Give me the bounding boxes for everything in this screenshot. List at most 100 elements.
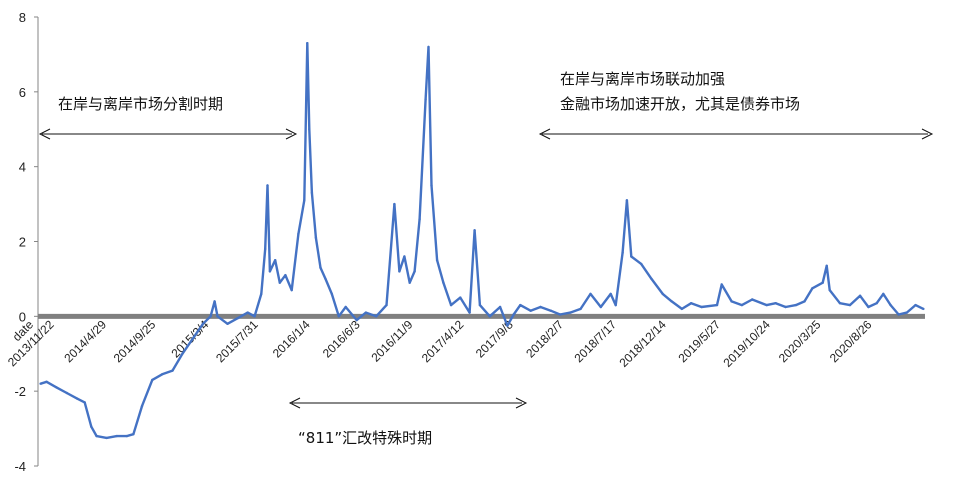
data-point [784,305,787,309]
data-point [661,292,664,296]
data-point [319,266,322,269]
data-point [922,307,925,311]
data-point [794,303,798,307]
data-point [630,255,633,258]
x-tick-label: 2016/6/3 [320,317,363,360]
x-tick-label: 2017/4/12 [419,317,467,365]
data-point [914,303,917,307]
data-point [589,292,592,296]
series-layer [39,42,925,440]
y-axis: 8 6 4 2 0 -2 -4 [14,10,39,474]
data-point [132,433,135,436]
data-point [140,404,144,408]
data-point [290,288,293,292]
y-tick-label: 8 [19,10,26,25]
data-point [115,434,119,438]
data-point [740,303,744,307]
data-point [246,311,249,314]
data-point [506,324,509,327]
x-tick-label: 2015/3/4 [168,317,211,360]
data-point [539,305,542,309]
data-point [55,386,58,389]
x-tick-label: 2018/12/14 [616,317,669,370]
data-point [266,184,269,187]
data-point [213,300,216,303]
data-point [875,302,878,305]
y-tick-label: 6 [19,85,26,100]
data-point [774,302,777,305]
data-point [344,305,347,309]
data-point [569,311,572,314]
annotation-811-reform-period: “811”汇改特殊时期 [298,429,432,447]
x-tick-label: 2020/3/25 [776,317,824,365]
data-point [889,303,892,307]
x-tick-label: 2018/7/17 [572,317,620,365]
data-point [690,302,693,305]
data-point [811,287,814,290]
data-point [825,264,828,267]
data-point [478,303,482,307]
data-point [284,274,287,277]
x-tick-label: 2016/11/9 [368,317,415,364]
x-tick-label: 2019/10/24 [720,317,773,370]
data-point [882,292,885,296]
data-point [264,247,267,251]
data-point [519,303,522,307]
data-point [897,313,900,316]
arrow-811-reform-period [288,397,528,409]
data-point [621,251,624,254]
data-point [459,296,462,299]
data-point [449,303,453,307]
data-point [670,300,673,303]
data-point [260,292,263,296]
data-point [209,315,212,318]
y-tick-label: -2 [14,384,26,399]
data-point [403,255,406,258]
data-point [435,259,439,262]
data-point [858,294,862,297]
data-point [828,288,831,292]
data-point [700,305,703,309]
data-point [191,337,194,340]
data-point [558,313,562,316]
annotation-segmented-period: 在岸与离岸市场分割时期 [58,95,223,113]
data-point [181,352,184,355]
data-point [512,313,515,316]
data-point [609,292,612,296]
data-point [324,277,327,281]
data-point [427,45,430,49]
data-point [430,184,433,187]
data-point [274,259,277,262]
data-point [253,315,256,318]
data-point [640,262,643,266]
data-point [236,317,239,320]
arrow-linkage-period [538,128,934,140]
data-point [297,232,300,236]
data-point [65,391,69,395]
data-point [337,315,340,318]
data-point [278,281,281,284]
y-tick-label: 0 [19,309,26,324]
x-tick-label: 2016/1/4 [270,317,313,360]
data-point [330,292,333,296]
data-point [730,300,733,303]
data-point [838,302,842,305]
data-point [848,303,852,307]
data-point [268,270,272,273]
y-tick-label: -4 [14,459,26,474]
data-point [424,98,427,101]
data-point [473,229,476,232]
data-point [468,311,471,314]
data-point [308,128,311,131]
data-point [625,199,629,202]
data-point [171,369,174,372]
data-point [867,305,870,309]
data-point [39,382,42,385]
data-point [95,434,98,438]
annotation-linkage-line1: 在岸与离岸市场联动加强 [560,70,725,88]
x-tick-label: 2018/2/7 [523,317,566,360]
data-point [398,270,401,273]
data-point [125,434,128,438]
